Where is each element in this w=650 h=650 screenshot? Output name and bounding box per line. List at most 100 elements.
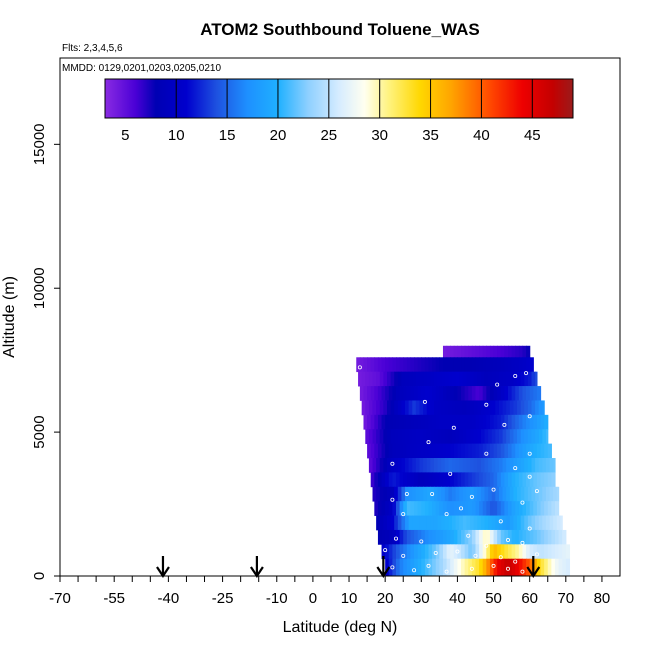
heatmap-cell [403,357,408,373]
heatmap-cell [468,544,473,560]
heatmap-cell [390,515,395,531]
heatmap-cell [450,357,455,373]
heatmap-cell [515,386,520,401]
heatmap-cell [508,472,513,488]
heatmap-cell [417,472,422,488]
heatmap-cell [405,458,410,473]
heatmap-cell [419,486,424,502]
x-tick-label: -70 [49,590,71,607]
heatmap-cell [414,357,419,373]
heatmap-cell [435,544,440,560]
heatmap-cell [553,486,558,502]
heatmap-cell [482,443,487,459]
heatmap-cell [423,371,428,387]
heatmap-cell [386,458,392,473]
heatmap-cell [372,400,377,416]
x-tick-label: 0 [309,590,317,607]
heatmap-cell [421,472,426,488]
heatmap-cell [392,544,397,560]
y-tick-label: 5000 [31,415,48,448]
heatmap-cell [446,501,451,516]
heatmap-cell [491,371,496,387]
heatmap-cell [442,345,448,358]
heatmap-cell [522,529,527,545]
heatmap-cell [508,386,513,401]
heatmap-cell [477,429,482,445]
colorbar-tick-label: 35 [422,127,439,144]
heatmap-cell [547,443,552,459]
heatmap-cell [399,501,404,516]
heatmap-cell [412,458,417,473]
heatmap-cell [430,371,435,387]
heatmap-cell [414,443,419,459]
heatmap-cell [473,515,478,531]
heatmap-cell [498,458,504,473]
heatmap-cell [399,357,404,373]
heatmap-cell [405,371,410,387]
heatmap-cell [370,414,375,430]
heatmap-cell [479,357,484,373]
heatmap-cell [448,458,453,473]
heatmap-cell [518,558,524,577]
heatmap-cell [509,429,515,445]
heatmap-cell [473,429,478,445]
heatmap-cell [542,515,547,531]
x-tick-label: -55 [103,590,125,607]
heatmap-cell [414,386,419,401]
heatmap-cell [480,429,486,445]
heatmap-cell [430,458,435,473]
heatmap-cell [553,515,558,531]
heatmap-cell [553,458,556,473]
heatmap-cell [419,458,424,473]
heatmap-cell [417,558,422,577]
heatmap-cell [547,529,552,545]
heatmap-cell [448,400,453,416]
heatmap-cell [399,386,404,401]
heatmap-cell [406,529,412,545]
heatmap-cell [491,486,496,502]
heatmap-cell [417,544,422,560]
heatmap-cell [439,558,444,577]
heatmap-cell [381,414,386,430]
heatmap-cell [518,345,524,358]
x-tick-label: -25 [212,590,234,607]
sample-point [498,555,503,560]
heatmap-cell [455,486,460,502]
x-tick-label: 30 [413,590,430,607]
heatmap-cell [527,400,533,416]
heatmap-cell [437,429,442,445]
sample-point [448,471,453,476]
sample-point [401,512,406,517]
heatmap-cell [511,357,516,373]
heatmap-cell [442,386,448,401]
heatmap-cell [388,529,393,545]
heatmap-cell [500,357,505,373]
heatmap-cell [381,501,386,516]
heatmap-cell [396,414,401,430]
sample-point [426,563,431,568]
heatmap-cell [497,501,502,516]
heatmap-cell [524,515,529,531]
sample-point [491,487,496,492]
heatmap-cell [385,357,390,373]
heatmap-cell [551,529,556,545]
heatmap-cell [430,400,435,416]
heatmap-cell [509,371,515,387]
heatmap-cell [414,414,419,430]
heatmap-cell [426,400,431,416]
heatmap-cell [408,371,413,387]
heatmap-cell [453,443,459,459]
heatmap-cell [394,400,399,416]
heatmap-cell [406,544,412,560]
heatmap-cell [452,458,457,473]
heatmap-row [359,386,542,401]
heatmap-cell [390,400,395,416]
heatmap-cell [417,414,422,430]
heatmap-cell [527,371,533,387]
heatmap-cell [470,458,475,473]
heatmap-cell [381,386,386,401]
heatmap-cell [475,529,480,545]
heatmap-cell [515,558,520,577]
heatmap-cell [517,515,522,531]
heatmap-cell [412,429,417,445]
